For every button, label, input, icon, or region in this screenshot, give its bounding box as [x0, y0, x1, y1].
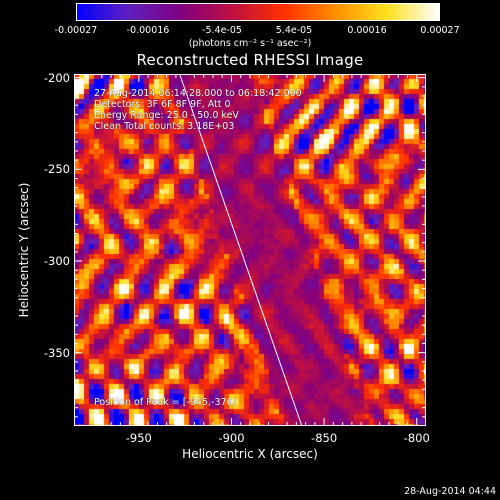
x-axis-label: Heliocentric X (arcsec)	[182, 447, 318, 461]
x-tick-label: -900	[218, 431, 245, 445]
limb-line-layer	[179, 74, 303, 426]
timestamp: 28-Aug-2014 04:44	[404, 486, 496, 497]
colorbar-tick-label: -0.00027	[54, 25, 98, 36]
y-tick-label: -200	[43, 70, 70, 85]
time-range-label: 27-Aug-2014 06:14:28.000 to 06:18:42.000	[94, 88, 302, 99]
colorbar-tick-label: 0.00016	[347, 25, 387, 36]
colorbar-tick-label: 0.00027	[420, 25, 460, 36]
y-axis-label: Heliocentric Y (arcsec)	[17, 182, 31, 318]
chart-title: Reconstructed RHESSI Image	[136, 51, 364, 69]
plot-area: 27-Aug-2014 06:14:28.000 to 06:18:42.000…	[74, 74, 426, 426]
energy-range-label: Energy Range: 25.0 - 50.0 keV	[94, 110, 239, 121]
y-tick-label: -350	[43, 345, 70, 360]
x-tick-label: -800	[403, 431, 430, 445]
peak-position-label: Position of Peak = [-945,-376]	[94, 397, 237, 408]
y-tick-label: -300	[43, 254, 70, 268]
colorbar-tick-label: -5.4e-05	[202, 25, 242, 36]
x-tick-label: -850	[311, 431, 338, 445]
heatmap-image	[74, 74, 426, 426]
colorbar-tick-label: 5.4e-05	[275, 25, 313, 36]
colorbar-tick-label: -0.00016	[126, 25, 170, 36]
x-tick-label: -950	[125, 431, 152, 445]
counts-label: Clean Total counts: 3.18E+03	[94, 121, 235, 132]
solar-limb-line	[179, 74, 303, 426]
y-tick-label: -250	[43, 162, 70, 177]
colorbar-units: (photons cm⁻² s⁻¹ asec⁻²)	[188, 38, 312, 49]
colorbar	[76, 3, 440, 21]
detectors-label: Detectors: 3F 6F 8F 9F, Att 0	[94, 99, 231, 110]
